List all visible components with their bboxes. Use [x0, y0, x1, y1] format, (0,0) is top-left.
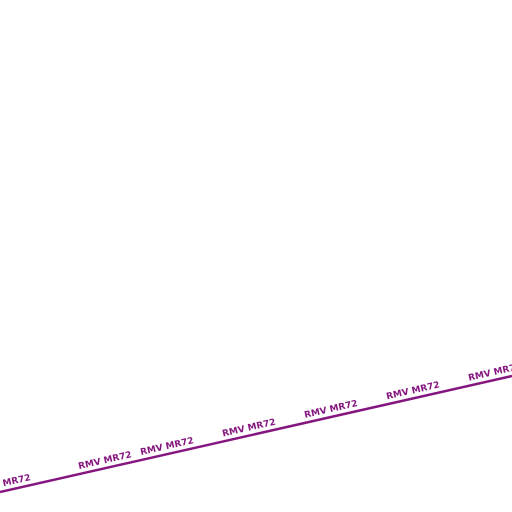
route-line [0, 374, 512, 494]
